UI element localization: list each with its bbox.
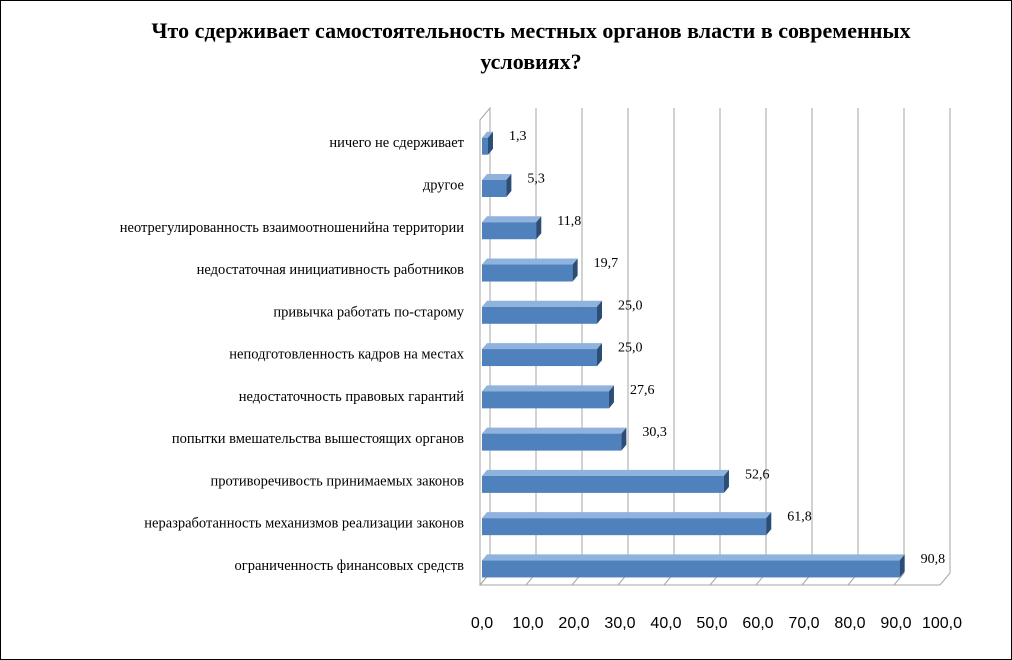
- category-label: недостаточность правовых гарантий: [239, 389, 465, 405]
- bar-side: [572, 258, 578, 282]
- x-tick-label: 50,0: [696, 615, 727, 632]
- bar-side: [723, 469, 729, 493]
- bar-top: [482, 512, 772, 519]
- x-tick-label: 0,0: [471, 615, 493, 632]
- x-tick-label: 30,0: [604, 615, 635, 632]
- value-label: 52,6: [745, 467, 770, 482]
- value-label: 30,3: [642, 425, 667, 440]
- chart-title: Что сдерживает самостоятельность местных…: [151, 18, 911, 74]
- category-label: неподготовленность кадров на местах: [229, 347, 464, 363]
- bar-top: [482, 131, 493, 138]
- x-tick-label: 80,0: [834, 615, 865, 632]
- bar-side: [621, 427, 627, 451]
- bar: [482, 264, 573, 282]
- bar-top: [482, 258, 578, 265]
- value-label: 1,3: [509, 129, 526, 144]
- bar-side: [487, 131, 493, 155]
- bar-top: [482, 173, 512, 180]
- category-label: ограниченность финансовых средств: [235, 558, 465, 574]
- value-label: 19,7: [594, 256, 619, 271]
- category-label: неразработанность механизмов реализации …: [144, 516, 464, 532]
- bar-top: [482, 300, 602, 307]
- bar: [482, 222, 537, 240]
- bar: [482, 349, 597, 367]
- category-label: другое: [423, 177, 464, 193]
- bar: [482, 137, 488, 155]
- x-tick-label: 10,0: [512, 615, 543, 632]
- bar-top: [482, 385, 614, 392]
- bar-top: [482, 216, 542, 223]
- bar: [482, 475, 724, 493]
- value-label: 5,3: [527, 171, 545, 186]
- bar: [482, 560, 900, 578]
- category-labels: ничего не сдерживает другое неотрегулирова…: [120, 135, 465, 574]
- x-tick-label: 70,0: [788, 615, 819, 632]
- grid: [479, 106, 951, 587]
- bars: [482, 131, 905, 578]
- category-label: попытки вмешательства вышестоящих органо…: [172, 431, 464, 447]
- bar-side: [608, 385, 614, 409]
- category-label: неотрегулированность взаимоотношенийна т…: [120, 220, 464, 236]
- value-label: 25,0: [618, 341, 643, 356]
- bar: [482, 433, 622, 451]
- x-axis-ticks: 0,0 10,0 20,0 30,0 40,0 50,0 60,0 70,0 80,0 90,0 1…: [471, 615, 962, 632]
- value-label: 90,8: [921, 552, 946, 567]
- category-label: противоречивость принимаемых законов: [210, 473, 464, 489]
- gridline-floor: [893, 572, 905, 586]
- category-label: ничего не сдерживает: [329, 135, 464, 151]
- value-label: 25,0: [618, 298, 643, 313]
- bar: [482, 518, 767, 536]
- value-label: 27,6: [630, 383, 655, 398]
- bar-top: [482, 469, 729, 476]
- category-label: недостаточная инициативность работников: [197, 262, 465, 278]
- bar-side: [506, 173, 512, 197]
- x-tick-label: 40,0: [650, 615, 681, 632]
- bar: [482, 179, 507, 197]
- bar-side: [597, 343, 602, 367]
- x-tick-label: 60,0: [742, 615, 773, 632]
- gridline-floor: [939, 572, 951, 586]
- x-tick-label: 90,0: [880, 615, 911, 632]
- bar-top: [482, 343, 602, 350]
- x-tick-label: 20,0: [558, 615, 589, 632]
- bar: [482, 391, 609, 409]
- value-labels: 1,3 5,3 11,8 19,7 25,0 25,0 27,6 30,3 52,6 61,8 90…: [509, 129, 945, 567]
- value-label: 11,8: [557, 214, 581, 229]
- bar-side: [536, 216, 542, 240]
- category-label: привычка работать по-старому: [273, 304, 464, 320]
- bar-side: [766, 512, 772, 536]
- bar-top: [482, 554, 905, 561]
- value-label: 61,8: [787, 510, 812, 525]
- bar-side: [597, 300, 602, 324]
- x-tick-label: 100,0: [922, 615, 962, 632]
- bar-side: [899, 554, 905, 578]
- bar-top: [482, 427, 627, 434]
- bar: [482, 306, 597, 324]
